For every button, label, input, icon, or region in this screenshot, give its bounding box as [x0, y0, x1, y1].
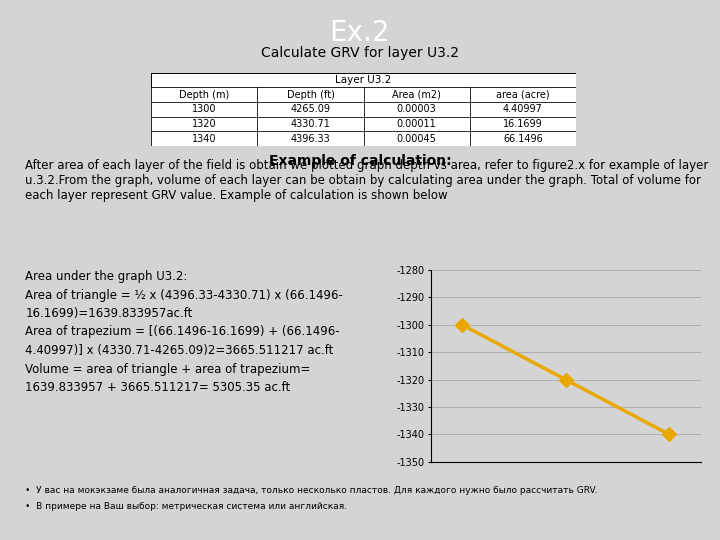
Text: •  У вас на мокэкзаме была аналогичная задача, только несколько пластов. Для каж: • У вас на мокэкзаме была аналогичная за…	[25, 486, 598, 495]
Bar	[470, 117, 576, 131]
Text: Example of calculation:: Example of calculation:	[269, 154, 451, 168]
Bar	[151, 102, 258, 117]
Bar	[258, 87, 364, 102]
Text: Depth (m): Depth (m)	[179, 90, 230, 100]
Text: 4396.33: 4396.33	[291, 133, 330, 144]
Text: Ex.2: Ex.2	[330, 19, 390, 47]
Text: Area under the graph U3.2:
Area of triangle = ½ x (4396.33-4330.71) x (66.1496-
: Area under the graph U3.2: Area of trian…	[25, 270, 343, 394]
Text: 1300: 1300	[192, 104, 217, 114]
Text: 1320: 1320	[192, 119, 217, 129]
Bar	[364, 117, 470, 131]
Text: area (acre): area (acre)	[496, 90, 549, 100]
Bar	[470, 87, 576, 102]
Text: 0.00003: 0.00003	[397, 104, 436, 114]
Bar	[258, 102, 364, 117]
Text: 0.00045: 0.00045	[397, 133, 436, 144]
Text: Area (m2): Area (m2)	[392, 90, 441, 100]
Text: Depth (ft): Depth (ft)	[287, 90, 334, 100]
Text: 66.1496: 66.1496	[503, 133, 543, 144]
Text: After area of each layer of the field is obtain we plotted graph depth vs area, : After area of each layer of the field is…	[25, 159, 708, 202]
Bar	[151, 87, 258, 102]
Bar	[364, 87, 470, 102]
Bar	[151, 131, 258, 146]
Bar	[470, 131, 576, 146]
Text: Layer U3.2: Layer U3.2	[336, 75, 392, 85]
Text: 4330.71: 4330.71	[291, 119, 330, 129]
Bar	[151, 73, 576, 87]
Text: Calculate GRV for layer U3.2: Calculate GRV for layer U3.2	[261, 46, 459, 60]
Text: •  В примере на Ваш выбор: метрическая система или английская.: • В примере на Ваш выбор: метрическая си…	[25, 502, 347, 511]
Bar	[258, 131, 364, 146]
Bar	[470, 102, 576, 117]
Bar	[364, 131, 470, 146]
Text: 16.1699: 16.1699	[503, 119, 543, 129]
Text: 1340: 1340	[192, 133, 217, 144]
Text: 0.00011: 0.00011	[397, 119, 436, 129]
Bar	[151, 117, 258, 131]
Text: 4.40997: 4.40997	[503, 104, 543, 114]
Bar	[364, 102, 470, 117]
Bar	[258, 117, 364, 131]
Text: 4265.09: 4265.09	[290, 104, 330, 114]
